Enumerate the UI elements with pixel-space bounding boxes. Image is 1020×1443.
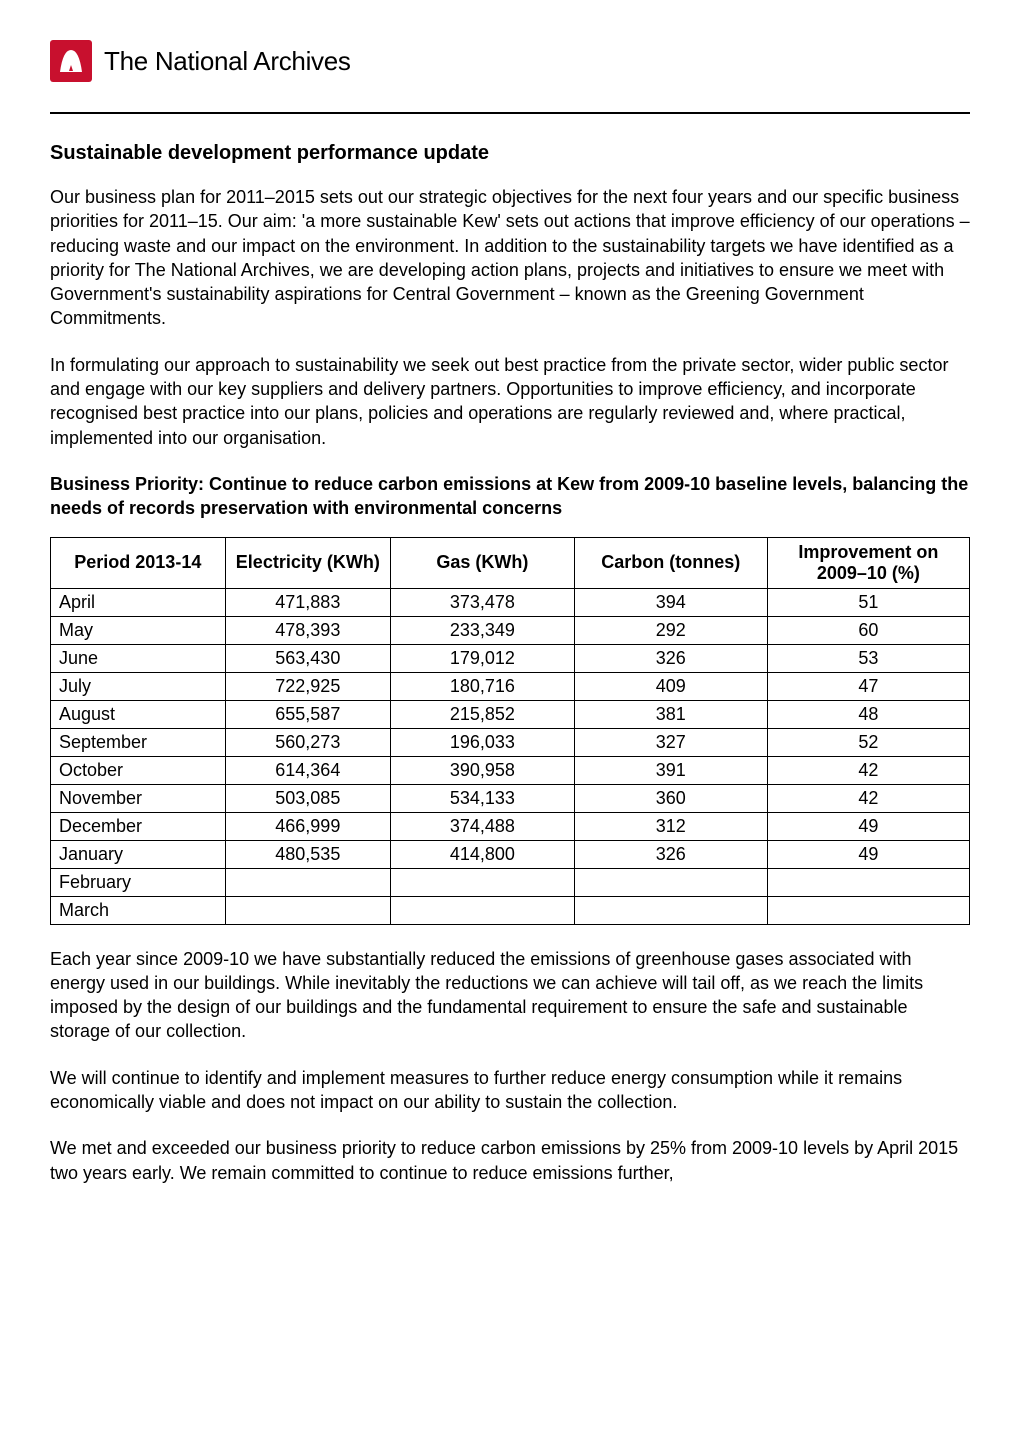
- cell-gas: 196,033: [391, 728, 575, 756]
- cell-electricity: 503,085: [225, 784, 390, 812]
- cell-electricity: 480,535: [225, 840, 390, 868]
- table-row: June563,430179,01232653: [51, 644, 970, 672]
- closing-paragraph-1: Each year since 2009-10 we have substant…: [50, 947, 970, 1044]
- cell-improvement: [767, 896, 969, 924]
- header-divider: [50, 112, 970, 114]
- cell-electricity: 563,430: [225, 644, 390, 672]
- cell-carbon: [574, 868, 767, 896]
- cell-period: January: [51, 840, 226, 868]
- cell-electricity: [225, 896, 390, 924]
- cell-carbon: 394: [574, 588, 767, 616]
- cell-gas: 534,133: [391, 784, 575, 812]
- cell-improvement: 42: [767, 784, 969, 812]
- cell-period: October: [51, 756, 226, 784]
- table-row: March: [51, 896, 970, 924]
- table-header-row: Period 2013-14 Electricity (KWh) Gas (KW…: [51, 537, 970, 588]
- cell-electricity: 614,364: [225, 756, 390, 784]
- col-electricity: Electricity (KWh): [225, 537, 390, 588]
- cell-period: July: [51, 672, 226, 700]
- national-archives-logo-text: The National Archives: [104, 46, 351, 77]
- closing-paragraph-3: We met and exceeded our business priorit…: [50, 1136, 970, 1185]
- table-row: January480,535414,80032649: [51, 840, 970, 868]
- cell-period: September: [51, 728, 226, 756]
- cell-gas: 215,852: [391, 700, 575, 728]
- cell-improvement: 60: [767, 616, 969, 644]
- page-title: Sustainable development performance upda…: [50, 142, 970, 165]
- cell-period: March: [51, 896, 226, 924]
- cell-gas: 374,488: [391, 812, 575, 840]
- cell-period: August: [51, 700, 226, 728]
- emissions-data-table: Period 2013-14 Electricity (KWh) Gas (KW…: [50, 537, 970, 925]
- cell-gas: 179,012: [391, 644, 575, 672]
- cell-electricity: 560,273: [225, 728, 390, 756]
- cell-period: June: [51, 644, 226, 672]
- cell-electricity: [225, 868, 390, 896]
- cell-improvement: [767, 868, 969, 896]
- table-row: February: [51, 868, 970, 896]
- cell-gas: 233,349: [391, 616, 575, 644]
- cell-improvement: 52: [767, 728, 969, 756]
- cell-improvement: 48: [767, 700, 969, 728]
- table-row: July722,925180,71640947: [51, 672, 970, 700]
- table-row: November503,085534,13336042: [51, 784, 970, 812]
- cell-carbon: 360: [574, 784, 767, 812]
- col-period: Period 2013-14: [51, 537, 226, 588]
- cell-improvement: 49: [767, 840, 969, 868]
- cell-carbon: 381: [574, 700, 767, 728]
- cell-improvement: 42: [767, 756, 969, 784]
- cell-gas: [391, 896, 575, 924]
- cell-carbon: 327: [574, 728, 767, 756]
- cell-gas: 373,478: [391, 588, 575, 616]
- cell-period: November: [51, 784, 226, 812]
- cell-carbon: 292: [574, 616, 767, 644]
- cell-gas: 180,716: [391, 672, 575, 700]
- business-priority-heading: Business Priority: Continue to reduce ca…: [50, 472, 970, 521]
- cell-electricity: 655,587: [225, 700, 390, 728]
- intro-paragraph-1: Our business plan for 2011–2015 sets out…: [50, 185, 970, 331]
- cell-period: December: [51, 812, 226, 840]
- cell-gas: 390,958: [391, 756, 575, 784]
- cell-improvement: 51: [767, 588, 969, 616]
- document-header: The National Archives: [50, 40, 970, 82]
- cell-electricity: 722,925: [225, 672, 390, 700]
- cell-improvement: 47: [767, 672, 969, 700]
- cell-gas: 414,800: [391, 840, 575, 868]
- cell-carbon: [574, 896, 767, 924]
- col-improvement: Improvement on 2009–10 (%): [767, 537, 969, 588]
- table-row: May478,393233,34929260: [51, 616, 970, 644]
- national-archives-logo-icon: [50, 40, 92, 82]
- cell-carbon: 409: [574, 672, 767, 700]
- table-row: December466,999374,48831249: [51, 812, 970, 840]
- closing-paragraph-2: We will continue to identify and impleme…: [50, 1066, 970, 1115]
- cell-electricity: 466,999: [225, 812, 390, 840]
- table-row: August655,587215,85238148: [51, 700, 970, 728]
- cell-carbon: 326: [574, 644, 767, 672]
- cell-period: April: [51, 588, 226, 616]
- table-row: September560,273196,03332752: [51, 728, 970, 756]
- table-row: April471,883373,47839451: [51, 588, 970, 616]
- cell-carbon: 391: [574, 756, 767, 784]
- intro-paragraph-2: In formulating our approach to sustainab…: [50, 353, 970, 450]
- cell-carbon: 326: [574, 840, 767, 868]
- cell-period: May: [51, 616, 226, 644]
- cell-gas: [391, 868, 575, 896]
- cell-improvement: 53: [767, 644, 969, 672]
- table-row: October614,364390,95839142: [51, 756, 970, 784]
- cell-carbon: 312: [574, 812, 767, 840]
- cell-period: February: [51, 868, 226, 896]
- cell-improvement: 49: [767, 812, 969, 840]
- col-gas: Gas (KWh): [391, 537, 575, 588]
- cell-electricity: 478,393: [225, 616, 390, 644]
- col-carbon: Carbon (tonnes): [574, 537, 767, 588]
- cell-electricity: 471,883: [225, 588, 390, 616]
